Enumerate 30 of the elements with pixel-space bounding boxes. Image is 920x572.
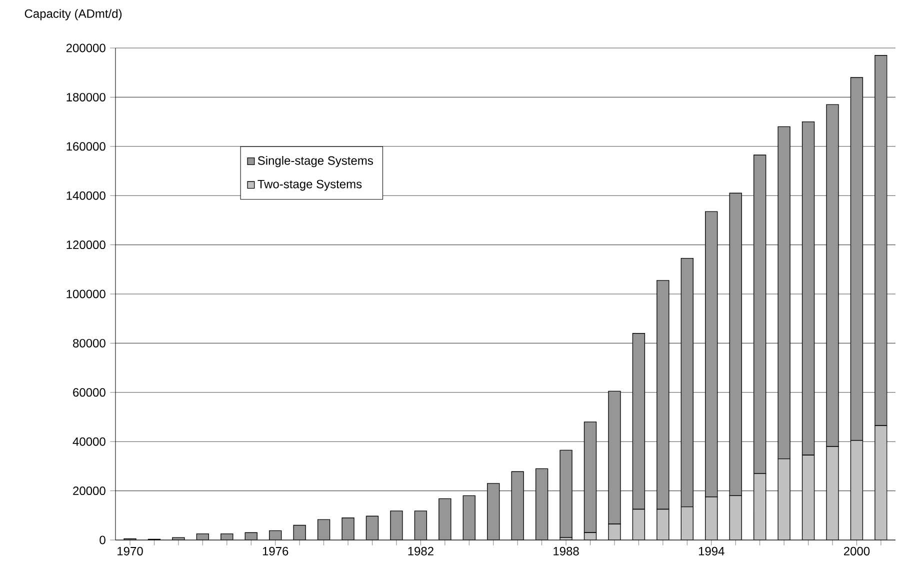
y-tick-label: 60000 xyxy=(73,388,106,397)
bar xyxy=(874,425,888,540)
y-tick-label: 160000 xyxy=(66,142,106,151)
x-tick-label: 1976 xyxy=(262,546,288,556)
bar xyxy=(850,440,864,540)
bar xyxy=(778,458,790,540)
x-tick-label: 1994 xyxy=(698,546,724,556)
x-tick-label: 1988 xyxy=(554,546,579,556)
x-tick-label: 1970 xyxy=(118,546,143,556)
y-tick-label: 20000 xyxy=(73,486,106,496)
y-tick-label: 100000 xyxy=(66,290,106,298)
y-tick-label: 140000 xyxy=(66,191,106,200)
bar xyxy=(680,506,694,540)
x-tick-label: 2000 xyxy=(844,546,870,556)
bar xyxy=(753,473,766,540)
y-tick-label: 180000 xyxy=(66,92,106,102)
bar xyxy=(632,508,646,540)
legend-label: Single-stage Systems xyxy=(258,156,373,168)
y-tick-label: 200000 xyxy=(66,44,106,52)
bar xyxy=(826,446,839,540)
bar xyxy=(802,454,815,540)
y-tick-label: 80000 xyxy=(73,338,106,348)
y-axis-title: Capacity (ADmt/d) xyxy=(24,9,122,20)
bar xyxy=(729,495,742,540)
x-tick-label: 1982 xyxy=(408,546,434,556)
legend-label: Two-stage Systems xyxy=(258,180,362,191)
y-tick-label: 0 xyxy=(100,536,106,544)
y-tick-label: 120000 xyxy=(66,240,106,250)
y-tick-label: 40000 xyxy=(72,437,106,446)
bar xyxy=(705,496,718,540)
